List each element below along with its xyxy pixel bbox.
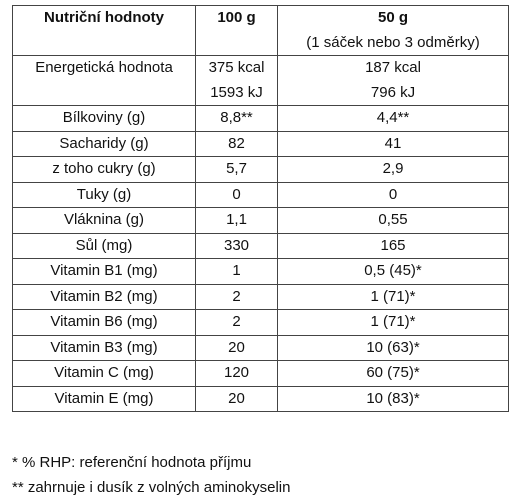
table-cell: 187 kcal 796 kJ [277,55,509,106]
table-cell: 20 [195,334,278,361]
table-cell: 2 [195,283,278,310]
table-cell: 10 (63)* [277,334,509,361]
table-cell: 1 [195,258,278,285]
table-cell: 2 [195,309,278,336]
table-cell: Vitamin B3 (mg) [12,334,196,361]
footnote: * % RHP: referenční hodnota příjmu [12,454,252,471]
footnotes: * % RHP: referenční hodnota příjmu ** zah… [12,450,290,500]
table-cell: Sůl (mg) [12,232,196,259]
header-cell: Nutriční hodnoty [12,5,196,56]
table-cell: Vitamin C (mg) [12,360,196,387]
table-cell: 41 [277,130,509,157]
table-cell: Tuky (g) [12,181,196,208]
table-row: Bílkoviny (g) 8,8** 4,4** [12,105,509,132]
table-row: Vitamin E (mg) 20 10 (83)* [12,385,509,412]
table-cell: 330 [195,232,278,259]
table-cell: 10 (83)* [277,385,509,412]
table-row: Sacharidy (g) 82 41 [12,130,509,157]
table-cell: 20 [195,385,278,412]
header-row: Nutriční hodnoty 100 g 50 g (1 sáček nebo 3… [12,5,509,56]
cell-line: 187 kcal [365,59,421,76]
table-cell: 1,1 [195,207,278,234]
table-cell: Vláknina (g) [12,207,196,234]
table-row: Vitamin B6 (mg) 2 1 (71)* [12,309,509,336]
table-cell: 82 [195,130,278,157]
footnote: ** zahrnuje i dusík z volných aminokysel… [12,479,291,496]
table-cell: 0 [277,181,509,208]
table-cell: 0 [195,181,278,208]
table-cell: 165 [277,232,509,259]
table-row: Tuky (g) 0 0 [12,181,509,208]
table-row: Vitamin C (mg) 120 60 (75)* [12,360,509,387]
table-cell: 4,4** [277,105,509,132]
table-cell: Energetická hodnota [12,55,196,106]
table-cell: 0,5 (45)* [277,258,509,285]
table-cell: 60 (75)* [277,360,509,387]
table-cell: 1 (71)* [277,309,509,336]
cell-line: 375 kcal [208,59,265,76]
cell-line: 796 kJ [370,83,416,101]
header-cell: 50 g (1 sáček nebo 3 odměrky) [277,5,509,56]
table-cell: 120 [195,360,278,387]
table-cell: 8,8** [195,105,278,132]
table-cell: Vitamin E (mg) [12,385,196,412]
table-cell: 2,9 [277,156,509,183]
table-cell: Vitamin B2 (mg) [12,283,196,310]
nutrition-table: Nutriční hodnoty 100 g 50 g (1 sáček nebo 3… [12,5,509,412]
table-row: Vitamin B1 (mg) 1 0,5 (45)* [12,258,509,285]
header-cell: 100 g [195,5,278,56]
table-row: Energetická hodnota 375 kcal 1593 kJ 187 kc… [12,55,509,106]
table-cell: Vitamin B6 (mg) [12,309,196,336]
cell-line: 50 g [377,9,408,26]
table-row: Sůl (mg) 330 165 [12,232,509,259]
table-cell: Vitamin B1 (mg) [12,258,196,285]
table-cell: 1 (71)* [277,283,509,310]
table-cell: 5,7 [195,156,278,183]
cell-line: (1 sáček nebo 3 odměrky) [306,33,480,51]
table-cell: Bílkoviny (g) [12,105,196,132]
table-row: Vláknina (g) 1,1 0,55 [12,207,509,234]
cell-line: 1593 kJ [210,83,263,101]
table-cell: Sacharidy (g) [12,130,196,157]
table-cell: 375 kcal 1593 kJ [195,55,278,106]
table-cell: z toho cukry (g) [12,156,196,183]
table-row: z toho cukry (g) 5,7 2,9 [12,156,509,183]
table-row: Vitamin B2 (mg) 2 1 (71)* [12,283,509,310]
table-row: Vitamin B3 (mg) 20 10 (63)* [12,334,509,361]
table-cell: 0,55 [277,207,509,234]
